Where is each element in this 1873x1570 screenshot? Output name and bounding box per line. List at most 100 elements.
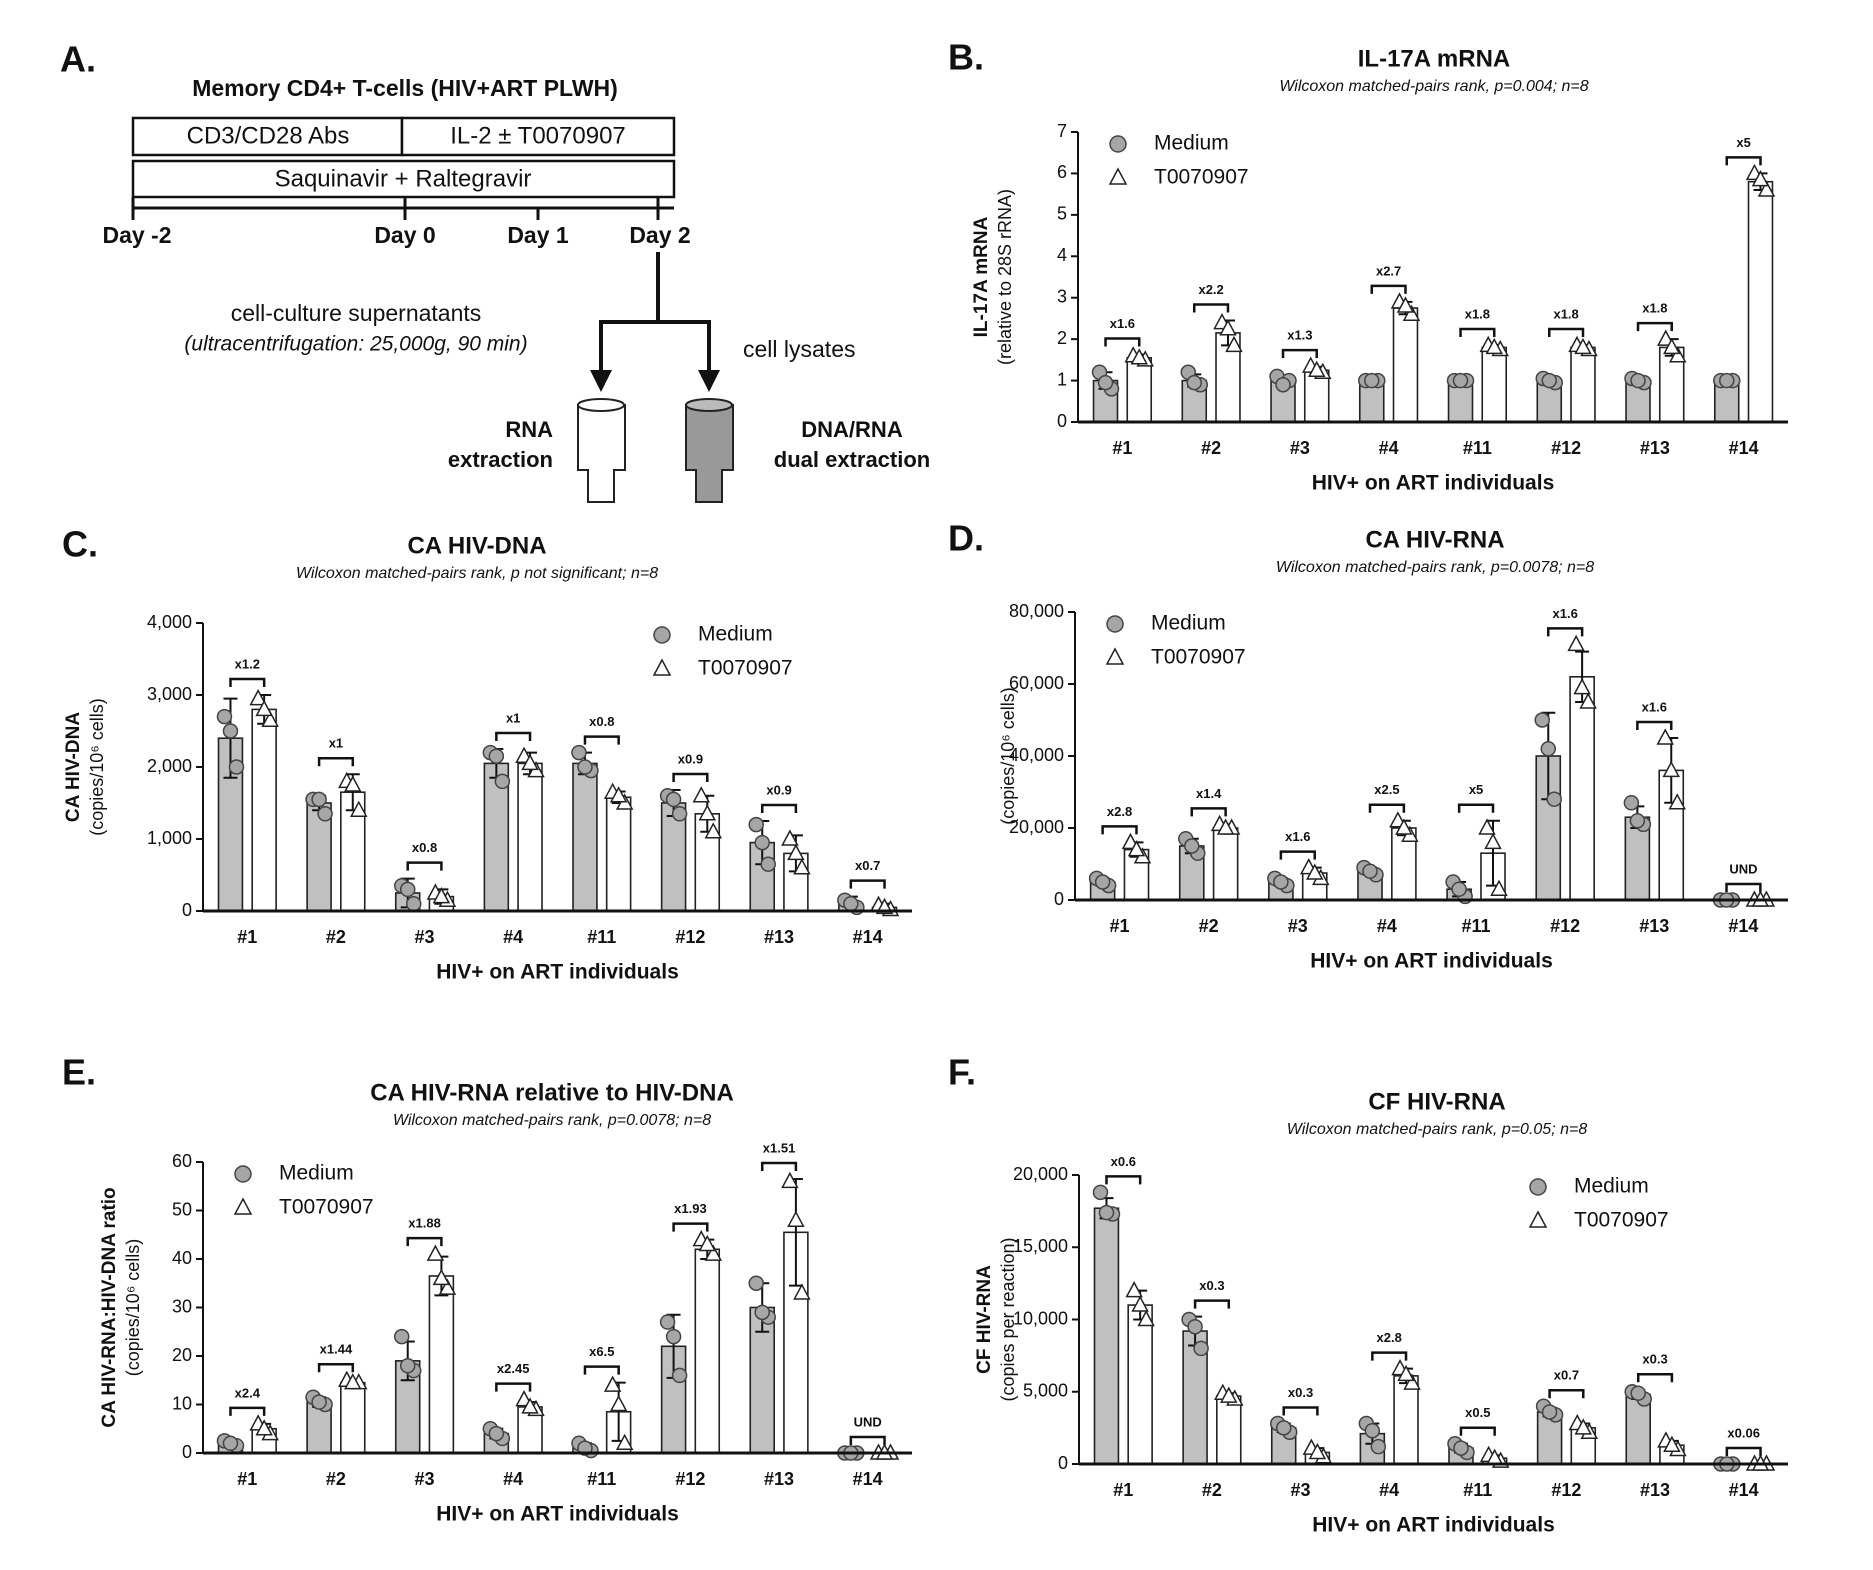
fold-label: x6.5 xyxy=(589,1344,614,1359)
step-label: Saquinavir + Raltegravir xyxy=(275,165,532,192)
y-tick-label: 6 xyxy=(1057,162,1067,182)
bar xyxy=(1212,827,1239,901)
point xyxy=(1668,346,1687,363)
chart: B. IL-17A mRNA Wilcoxon matched-pairs rank… xyxy=(948,37,1788,495)
fold-bracket xyxy=(1459,1426,1496,1436)
point xyxy=(1396,296,1415,313)
point xyxy=(1187,1318,1203,1335)
y-tick-label: 0 xyxy=(1054,889,1064,909)
point xyxy=(1125,1281,1143,1298)
fold-bracket xyxy=(760,1161,798,1171)
step-label: IL-2 ± T0070907 xyxy=(450,122,626,149)
point xyxy=(609,786,628,803)
fold-bracket xyxy=(760,803,798,813)
point xyxy=(488,1425,505,1442)
x-tick-label: #14 xyxy=(1729,438,1759,458)
point xyxy=(1273,874,1289,890)
point xyxy=(1130,348,1148,365)
legend-marker xyxy=(1529,1178,1547,1196)
fold-label: x1.8 xyxy=(1465,306,1490,321)
point xyxy=(426,1244,445,1261)
legend-marker xyxy=(233,1197,253,1215)
point xyxy=(1540,741,1557,757)
fold-label: x2.8 xyxy=(1107,804,1132,819)
chart-subtitle: Wilcoxon matched-pairs rank, p=0.0078; n… xyxy=(1276,559,1594,576)
y-tick-label: 2 xyxy=(1057,328,1067,348)
fold-label: x2.45 xyxy=(497,1361,530,1376)
bar xyxy=(572,762,598,912)
point xyxy=(255,699,273,717)
point xyxy=(1485,337,1503,355)
fold-bracket xyxy=(849,1435,886,1445)
fold-label: x0.3 xyxy=(1199,1278,1224,1293)
fold-bracket xyxy=(1725,882,1762,892)
step-box xyxy=(131,116,404,157)
step-box xyxy=(400,116,676,157)
y-tick-label: 0 xyxy=(182,900,192,920)
fold-label: x0.6 xyxy=(1111,1154,1136,1169)
point xyxy=(311,791,327,808)
y-tick-label: 40,000 xyxy=(1009,745,1064,765)
panel-label: F. xyxy=(948,1052,976,1093)
chart-title: CA HIV-DNA xyxy=(407,532,546,559)
fold-label: x0.8 xyxy=(412,840,437,855)
point xyxy=(1574,1418,1593,1435)
legend-label: Medium xyxy=(698,623,773,646)
y-tick-label: 5 xyxy=(1057,204,1067,224)
legend-marker xyxy=(653,626,671,644)
point xyxy=(748,1275,764,1291)
y-tick-label: 5,000 xyxy=(1023,1381,1068,1401)
bar xyxy=(428,1275,455,1454)
y-axis-sublabel: (relative to 28S rRNA) xyxy=(995,189,1015,365)
y-tick-label: 60,000 xyxy=(1009,673,1064,693)
y-tick-label: 80,000 xyxy=(1009,601,1064,621)
point xyxy=(754,834,770,851)
point xyxy=(671,1367,688,1384)
chart-subtitle: Wilcoxon matched-pairs rank, p=0.004; n=… xyxy=(1279,78,1588,95)
arrow-head xyxy=(698,370,720,392)
x-tick-label: #3 xyxy=(1288,916,1308,936)
panel-label: C. xyxy=(62,524,98,565)
point xyxy=(577,759,593,775)
point xyxy=(222,723,239,739)
point xyxy=(704,822,723,839)
legend-marker xyxy=(652,658,672,676)
legend-marker xyxy=(1109,135,1127,153)
point xyxy=(432,1268,451,1286)
point xyxy=(344,1373,362,1390)
x-tick-label: #13 xyxy=(1640,438,1670,458)
point xyxy=(255,1419,273,1436)
point xyxy=(216,708,233,725)
x-axis-label: HIV+ on ART individuals xyxy=(1310,950,1553,973)
chart-title: CA HIV-RNA relative to HIV-DNA xyxy=(370,1079,734,1106)
point xyxy=(1137,1309,1155,1327)
fold-label: x2.8 xyxy=(1377,1330,1402,1345)
y-tick-label: 10,000 xyxy=(1013,1308,1068,1328)
fold-bracket xyxy=(495,731,532,741)
x-tick-label: #3 xyxy=(1290,438,1310,458)
point xyxy=(1225,335,1243,353)
point xyxy=(1216,818,1235,835)
bar xyxy=(1127,1304,1153,1465)
point xyxy=(311,1394,327,1410)
fold-bracket xyxy=(1457,803,1495,813)
y-tick-label: 60 xyxy=(172,1151,192,1171)
fold-bracket xyxy=(406,861,443,871)
fold-bracket xyxy=(406,1236,443,1247)
fold-label: x1.6 xyxy=(1642,699,1667,714)
fold-bracket xyxy=(672,1222,709,1232)
point xyxy=(571,744,587,761)
point xyxy=(1662,760,1681,778)
legend-marker xyxy=(1105,647,1125,665)
fold-bracket xyxy=(1279,850,1316,860)
x-axis-label: HIV+ on ART individuals xyxy=(1312,1514,1555,1537)
point xyxy=(1574,337,1592,355)
y-tick-label: 2,000 xyxy=(147,756,192,776)
fold-label: x0.3 xyxy=(1288,1385,1313,1400)
point xyxy=(1094,874,1111,890)
bar xyxy=(251,708,277,912)
y-tick-label: 20,000 xyxy=(1009,817,1064,837)
point xyxy=(222,1435,239,1452)
point xyxy=(1484,832,1502,850)
tube xyxy=(577,398,626,503)
